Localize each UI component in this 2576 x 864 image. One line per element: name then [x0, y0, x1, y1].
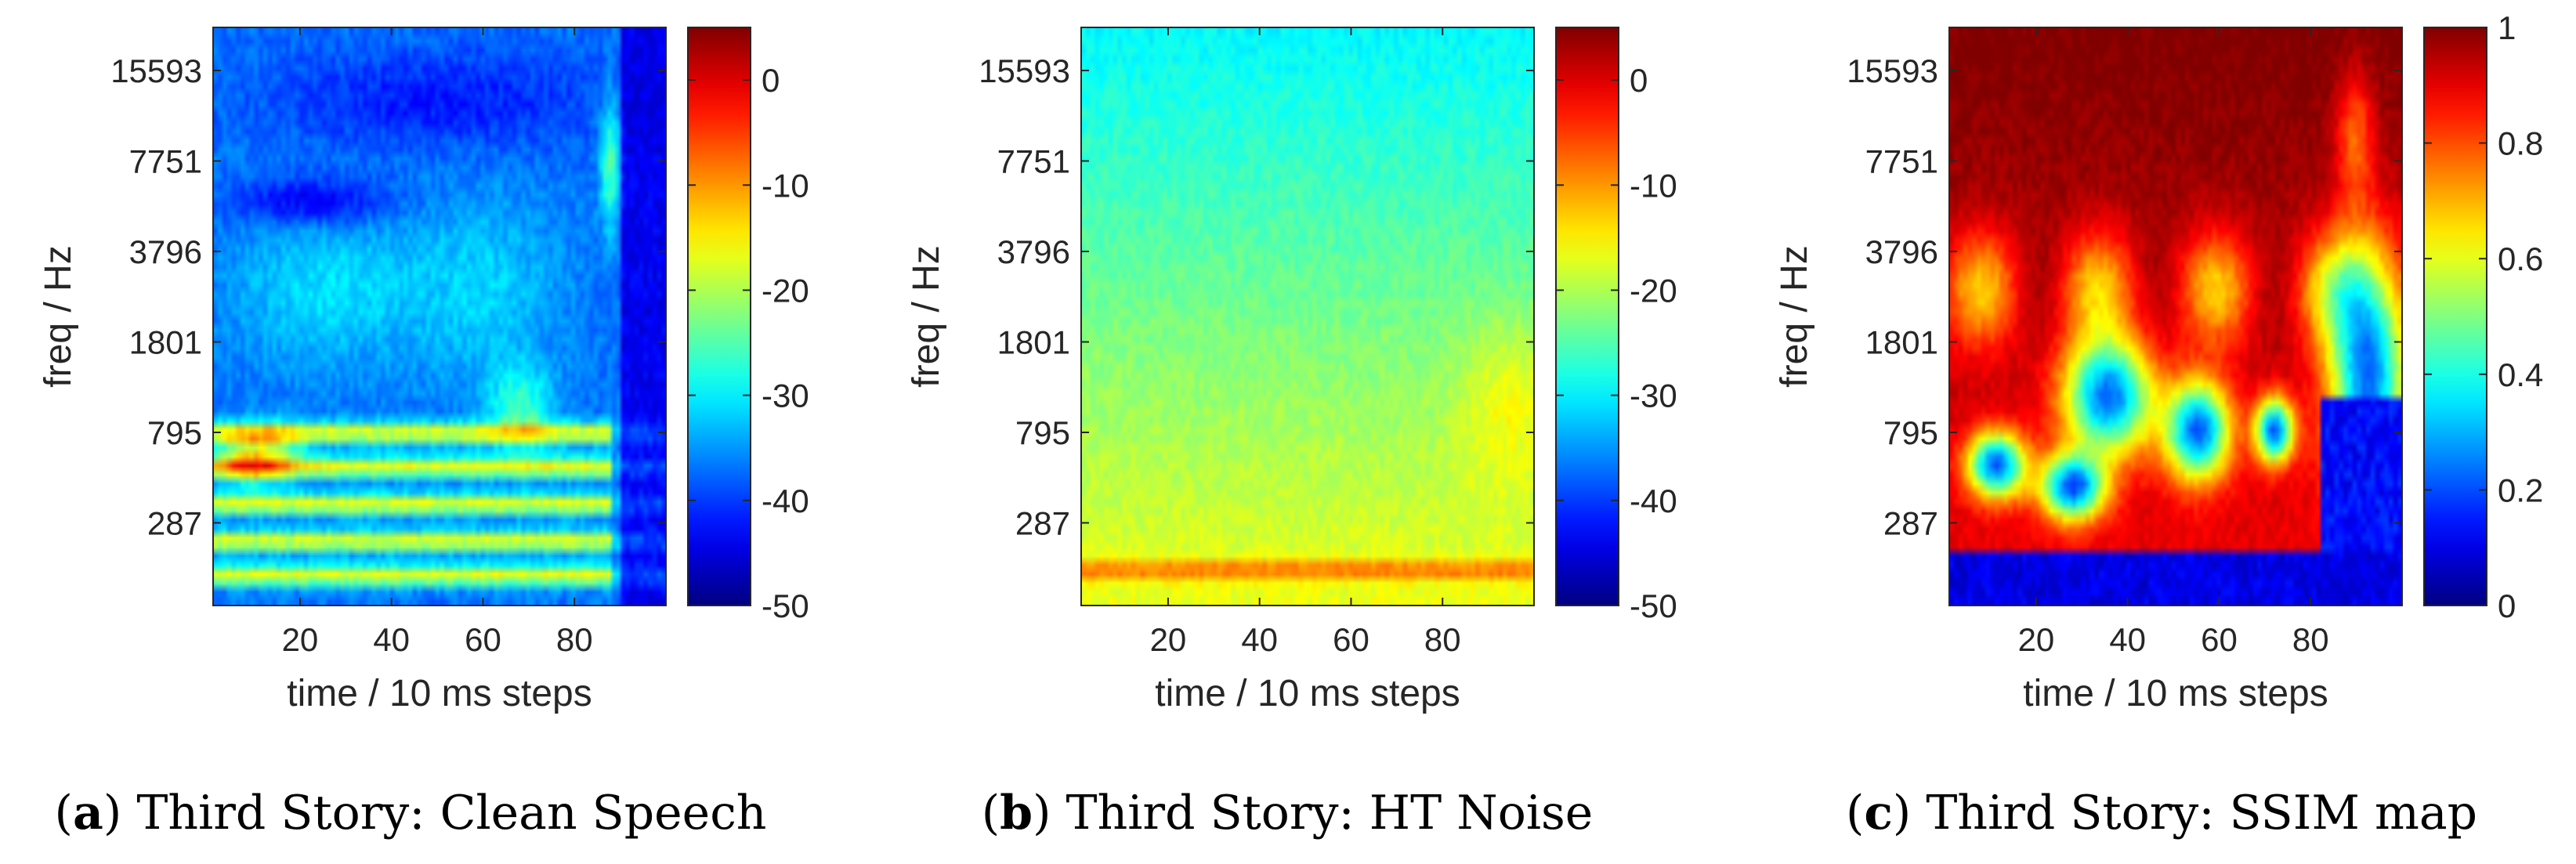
x-tick-label: 60: [1333, 621, 1369, 658]
caption-close-paren: ): [103, 786, 121, 841]
caption-letter: a: [73, 786, 103, 841]
colorbar-tick-label: 0.2: [2498, 472, 2543, 508]
x-tick-label: 20: [1150, 621, 1187, 658]
colorbar-tick-label: -10: [1630, 167, 1677, 204]
y-tick-label: 1801: [997, 324, 1070, 361]
y-tick-label: 7751: [129, 143, 202, 180]
x-tick-label: 40: [373, 621, 410, 658]
colorbar-tick-label: -50: [1630, 587, 1677, 624]
colorbar-tick-label: 1: [2498, 9, 2516, 46]
y-tick-label: 287: [1015, 505, 1070, 542]
x-tick-label: 40: [2109, 621, 2146, 658]
y-tick-label: 15593: [979, 52, 1070, 89]
y-tick-label: 795: [1883, 414, 1938, 451]
y-axis-label: freq / Hz: [1774, 245, 1815, 387]
colorbar-tick-label: -20: [1630, 272, 1677, 309]
x-axis-label: time / 10 ms steps: [1155, 673, 1460, 714]
colorbar-tick-label: 0: [1630, 62, 1648, 99]
y-tick-label: 7751: [997, 143, 1070, 180]
x-tick-label: 80: [1424, 621, 1461, 658]
chart-a: 20 40 60 80 15593 7751 3796 1801 795 287 time / 10…: [38, 27, 809, 841]
plot-frame: [212, 27, 667, 606]
colorbar-tick-label: -20: [762, 272, 809, 309]
caption-text: Third Story: SSIM map: [1911, 786, 2477, 841]
plot-frame: [1948, 27, 2403, 606]
y-tick-label: 795: [147, 414, 202, 451]
y-tick-label: 15593: [110, 52, 202, 89]
chart-c: 20 40 60 80 15593 7751 3796 1801 795 287 time / 10…: [1774, 9, 2543, 841]
y-tick-label: 15593: [1847, 52, 1938, 89]
y-tick-label: 287: [1883, 505, 1938, 542]
caption-open-paren: (: [1846, 786, 1864, 841]
x-tick-label: 80: [556, 621, 593, 658]
y-axis-label: freq / Hz: [38, 245, 79, 387]
caption-letter: c: [1864, 786, 1893, 841]
colorbar-tick-label: -10: [762, 167, 809, 204]
heatmap-image: [213, 27, 666, 606]
y-tick-label: 795: [1015, 414, 1070, 451]
chart-b: 20 40 60 80 15593 7751 3796 1801 795 287 time / 10…: [906, 27, 1677, 841]
x-tick-label: 40: [1241, 621, 1278, 658]
colorbar: [687, 27, 751, 606]
y-tick-label: 287: [147, 505, 202, 542]
colorbar-tick-label: 0.4: [2498, 356, 2543, 393]
caption-close-paren: ): [1033, 786, 1051, 841]
caption-open-paren: (: [982, 786, 1000, 841]
caption-text: Third Story: Clean Speech: [121, 786, 766, 841]
colorbar: [2423, 27, 2487, 606]
colorbar-tick-label: -50: [762, 587, 809, 624]
y-tick-label: 3796: [129, 233, 202, 270]
colorbar-tick-label: -30: [1630, 378, 1677, 414]
caption-letter: b: [1000, 786, 1033, 841]
subfigure-caption: (a) Third Story: Clean Speech: [55, 786, 767, 841]
x-tick-label: 20: [282, 621, 319, 658]
y-axis-label: freq / Hz: [906, 245, 947, 387]
colorbar-tick-label: -30: [762, 378, 809, 414]
colorbar-tick-label: 0.8: [2498, 125, 2543, 162]
caption-text: Third Story: HT Noise: [1051, 786, 1593, 841]
plot-frame: [1080, 27, 1535, 606]
colorbar-tick-label: 0: [762, 62, 780, 99]
subfigure-caption: (c) Third Story: SSIM map: [1846, 786, 2477, 841]
colorbar-tick-label: -40: [762, 483, 809, 519]
subfigure-caption: (b) Third Story: HT Noise: [982, 786, 1594, 841]
y-tick-label: 3796: [1865, 233, 1938, 270]
x-tick-label: 80: [2292, 621, 2329, 658]
colorbar-tick-label: 0.6: [2498, 240, 2543, 277]
caption-open-paren: (: [55, 786, 73, 841]
y-tick-label: 1801: [129, 324, 202, 361]
colorbar-tick-label: -40: [1630, 483, 1677, 519]
colorbar: [1555, 27, 1619, 606]
x-tick-label: 60: [465, 621, 501, 658]
y-tick-label: 1801: [1865, 324, 1938, 361]
colorbar-tick-label: 0: [2498, 587, 2516, 624]
y-tick-label: 3796: [997, 233, 1070, 270]
y-tick-label: 7751: [1865, 143, 1938, 180]
x-axis-label: time / 10 ms steps: [287, 673, 592, 714]
x-tick-label: 60: [2201, 621, 2238, 658]
caption-close-paren: ): [1893, 786, 1911, 841]
heatmap-image: [1949, 27, 2402, 606]
x-axis-label: time / 10 ms steps: [2023, 673, 2328, 714]
heatmap-image: [1081, 27, 1534, 606]
x-tick-label: 20: [2018, 621, 2055, 658]
